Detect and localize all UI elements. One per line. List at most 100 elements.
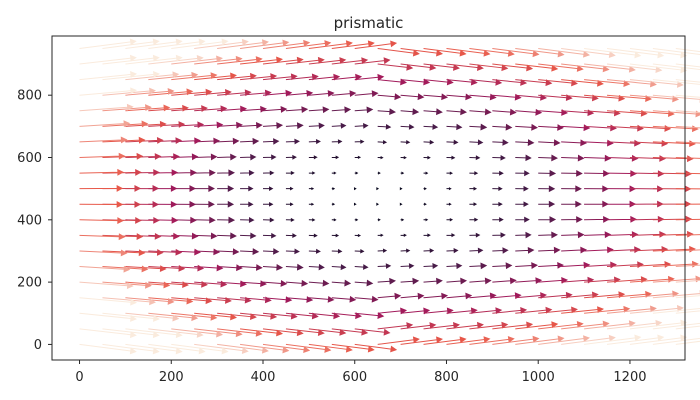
quiver-arrow [652,79,700,85]
quiver-arrow [561,334,616,345]
quiver-arrow [538,79,578,87]
quiver-arrow [515,231,532,239]
quiver-arrow [285,73,319,81]
quiver-arrow [584,200,609,208]
quiver-arrow [308,57,347,65]
quiver-arrow [446,321,484,330]
y-tick-label: 200 [17,276,42,291]
quiver-arrow [354,106,374,114]
quiver-arrow [194,200,215,208]
quiver-arrow [652,47,700,56]
quiver-arrow [652,63,700,70]
quiver-arrow [538,63,584,72]
quiver-arrow [629,94,680,103]
quiver-arrow [354,122,369,129]
quiver-arrow [423,233,431,238]
quiver-arrow [331,171,337,175]
quiver-arrow [285,122,304,130]
quiver-arrow [629,290,680,299]
quiver-arrow [217,153,237,161]
quiver-arrow [675,141,700,144]
quiver-arrow [629,230,666,238]
quiver-arrow [423,108,443,116]
quiver-arrow [102,328,160,339]
quiver-arrow [675,172,700,175]
quiver-arrow [102,120,149,128]
quiver-arrow [515,47,565,58]
quiver-arrow [446,108,468,116]
quiver-arrow [446,123,463,131]
quiver-arrow [515,262,538,269]
quiver-arrow [262,248,280,255]
quiver-arrow [331,106,352,114]
quiver-arrow [377,47,420,57]
quiver-arrow [606,319,663,330]
quiver-arrow [469,171,479,176]
quiver-arrow [515,79,553,87]
quiver-arrow [331,248,343,254]
quiver-arrow [492,292,522,300]
quiver-arrow [308,279,330,287]
quiver-arrow [492,186,503,192]
quiver-arrow [469,232,481,238]
quiver-arrow [217,343,269,354]
quiver-arrow [446,47,491,57]
quiver-arrow [652,337,700,345]
quiver-arrow [125,297,175,305]
quiver-arrow [308,343,353,353]
quiver-arrow [148,71,199,81]
quiver-arrow [240,343,290,354]
quiver-arrow [652,307,700,314]
quiver-arrow [240,201,254,208]
quiver-arrow [262,122,284,129]
quiver-arrow [79,120,131,128]
quiver-arrow [538,261,564,269]
quiver-arrow [538,335,590,345]
quiver-arrow [675,264,700,268]
x-tick-label: 1000 [522,370,555,385]
quiver-arrow [492,217,504,223]
quiver-arrow [331,57,369,65]
quiver-arrow [331,187,336,191]
quiver-arrow [469,336,515,345]
quiver-arrow [377,292,402,300]
quiver-arrow [538,139,561,147]
x-axis-ticks: 0 200 400 600 800 1000 1200 [75,360,647,385]
x-tick-label: 600 [342,370,367,385]
quiver-arrow [331,343,375,353]
quiver-arrow [584,291,626,299]
quiver-arrow [79,281,134,290]
quiver-arrow [79,71,137,81]
quiver-arrow [262,217,275,223]
quiver-arrow [584,47,642,59]
quiver-arrow [171,121,205,129]
quiver-arrow [148,232,180,240]
quiver-arrow [538,320,584,330]
quiver-arrow [217,39,269,49]
quiver-arrow [240,264,263,271]
quiver-arrow [308,40,353,49]
quiver-arrow [102,104,152,112]
quiver-arrow [308,248,321,254]
quiver-arrow [606,47,665,59]
quiver-arrow [675,188,700,190]
quiver-arrow [377,155,384,160]
quiver-arrow [194,280,228,288]
quiver-arrow [262,186,274,191]
quiver-arrow [285,328,325,336]
quiver-arrow [446,277,468,285]
quiver-arrow [171,55,223,65]
quiver-arrow [469,155,481,161]
plot-frame [51,35,686,361]
quiver-arrow [125,54,183,65]
quiver-arrow [538,216,557,224]
quiver-arrow [377,336,420,345]
quiver-arrow [492,262,513,270]
quiver-arrow [331,122,347,129]
quiver-arrow [308,122,325,129]
quiver-arrow [423,47,467,57]
arrow-layer [79,38,700,355]
quiver-arrow [377,93,402,101]
quiver-arrow [675,94,700,98]
quiver-arrow [469,63,509,72]
